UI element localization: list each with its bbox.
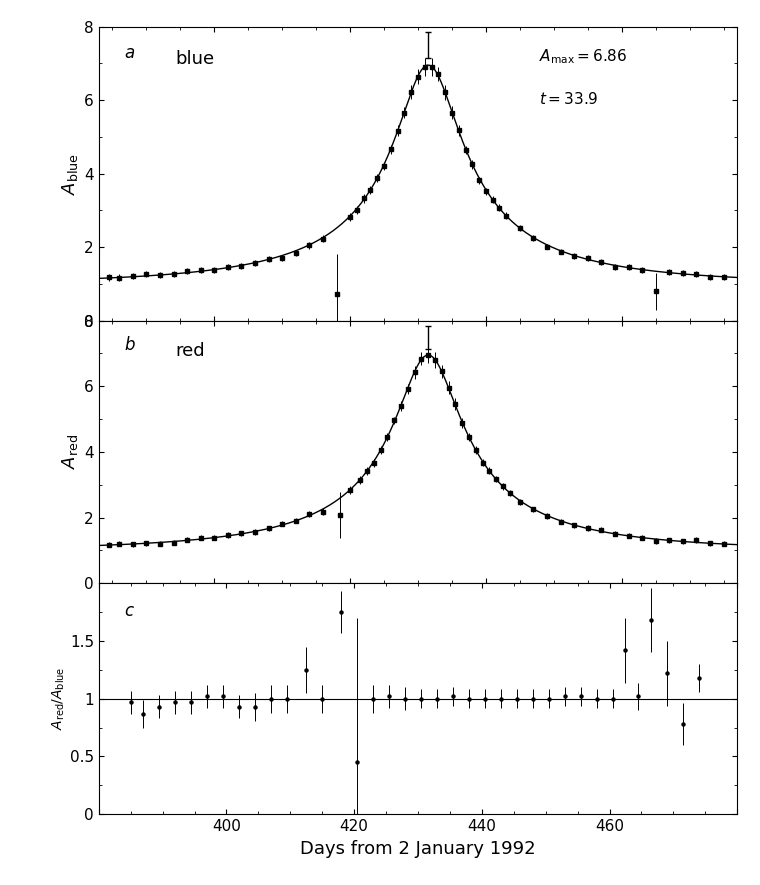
Text: a: a [125, 44, 135, 62]
Y-axis label: $A_{\rm red}$: $A_{\rm red}$ [60, 435, 80, 469]
Text: $t = 33.9$: $t = 33.9$ [540, 91, 599, 107]
Y-axis label: $A_{\rm blue}$: $A_{\rm blue}$ [60, 152, 80, 195]
Text: b: b [125, 336, 135, 354]
Text: red: red [176, 342, 205, 359]
X-axis label: Days from 2 January 1992: Days from 2 January 1992 [300, 840, 536, 858]
Text: $A_{\rm max} = 6.86$: $A_{\rm max} = 6.86$ [540, 47, 628, 65]
Text: blue: blue [176, 50, 214, 68]
Text: c: c [125, 602, 134, 620]
Y-axis label: $A_{\rm red}/A_{\rm blue}$: $A_{\rm red}/A_{\rm blue}$ [51, 667, 67, 730]
